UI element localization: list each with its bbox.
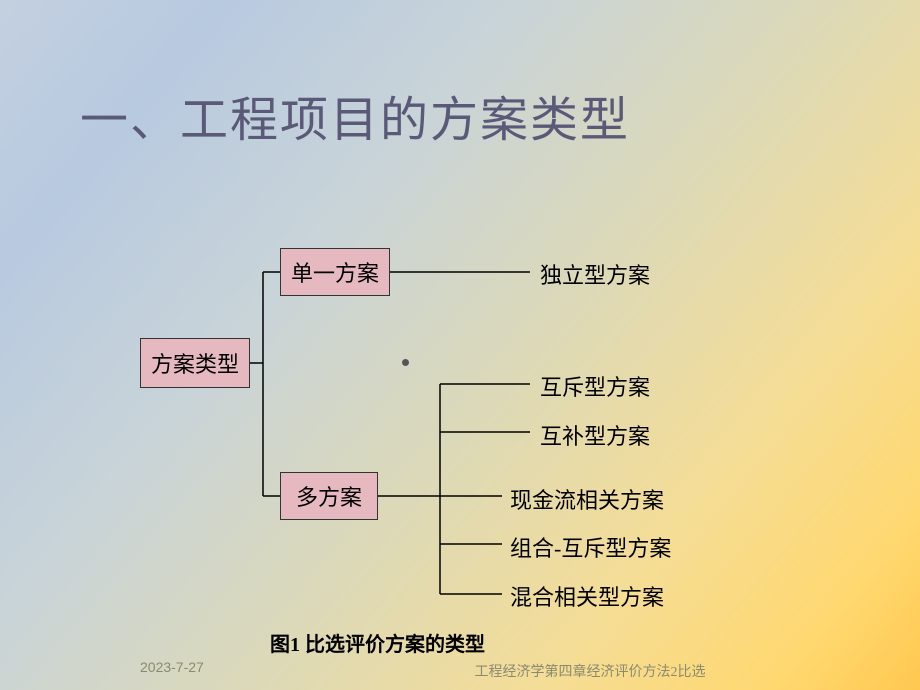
leaf-combo-exclusive: 组合-互斥型方案 — [510, 531, 671, 563]
leaf-mixed-related: 混合相关型方案 — [510, 580, 664, 612]
footer-reference: 工程经济学第四章经济评价方法2比选 — [470, 664, 710, 682]
figure-caption: 图1 比选评价方案的类型 — [270, 628, 485, 657]
leaf-complementary: 互补型方案 — [540, 419, 650, 451]
tree-diagram: 方案类型 单一方案 多方案 独立型方案 互斥型方案 互补型方案 现金流相关方案 … — [0, 0, 920, 690]
leaf-independent: 独立型方案 — [540, 258, 650, 290]
leaf-cashflow-related: 现金流相关方案 — [510, 483, 664, 515]
node-root: 方案类型 — [140, 338, 250, 388]
decorative-dot — [402, 359, 409, 366]
connector-lines — [0, 0, 920, 690]
footer-date: 2023-7-27 — [140, 659, 204, 675]
leaf-mutually-exclusive: 互斥型方案 — [540, 370, 650, 402]
node-multi: 多方案 — [280, 472, 378, 520]
node-single: 单一方案 — [280, 248, 390, 296]
